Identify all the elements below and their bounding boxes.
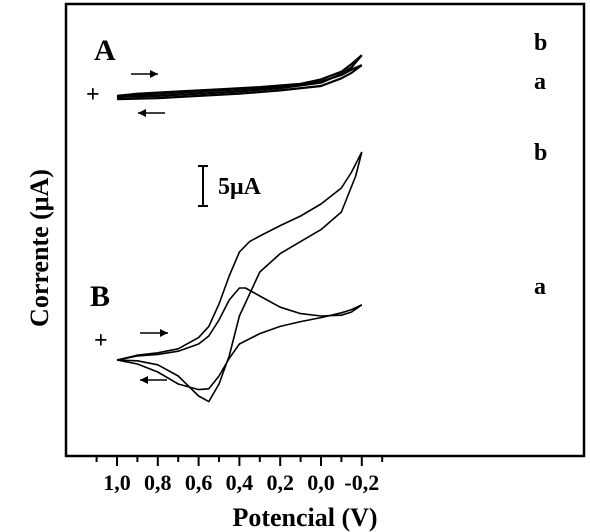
x-tick-label: 0,2 (266, 470, 294, 495)
series-B-b-forward-line (116, 151, 363, 361)
x-tick-label: -0,2 (344, 470, 379, 495)
x-tick-label: 0,8 (144, 470, 172, 495)
x-tick-label: 0,6 (185, 470, 213, 495)
series-B-b-reverse-line (116, 151, 363, 403)
panel-b-forward-arrow-head (160, 329, 168, 337)
series-A-b-forward-line (116, 54, 363, 97)
curves (116, 54, 363, 403)
panel-label-b: B (90, 280, 110, 313)
series-B-a-forward-line (116, 287, 363, 361)
panel-b-sign: + (94, 328, 108, 354)
x-axis-ticks: 1,0 0,8 0,6 0,4 0,2 0,0 -0,2 (95, 456, 384, 495)
series-B-a-reverse-line (116, 304, 363, 391)
panel-a-forward-arrow-head (150, 70, 158, 78)
panel-a-series-a-label: a (534, 69, 546, 95)
panel-a-series-b-label: b (534, 30, 547, 56)
x-tick-label: 1,0 (103, 470, 131, 495)
plot-frame (64, 2, 586, 458)
x-tick-label: 0,4 (226, 470, 254, 495)
series-A-b-reverse-line (116, 54, 363, 99)
panel-b-series-a-label: a (534, 274, 546, 300)
panel-b-reverse-arrow-head (140, 376, 148, 384)
x-tick-label: 0,0 (307, 470, 335, 495)
panel-a-reverse-arrow-head (138, 109, 146, 117)
x-axis-title: Potencial (V) (232, 503, 377, 532)
panel-label-a: A (94, 34, 116, 67)
series-A-a-reverse-line (116, 64, 363, 101)
y-axis-title: Corrente (μA) (25, 169, 54, 327)
scale-bar-label: 5μA (218, 174, 262, 200)
panel-a-sign: + (86, 82, 100, 108)
panel-b-series-b-label: b (534, 140, 547, 166)
